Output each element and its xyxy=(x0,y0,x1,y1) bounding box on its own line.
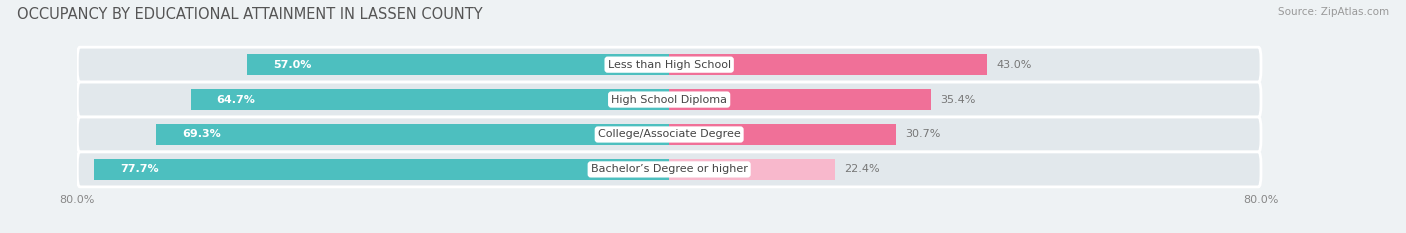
Text: 35.4%: 35.4% xyxy=(941,95,976,105)
FancyBboxPatch shape xyxy=(77,82,1261,117)
Text: 30.7%: 30.7% xyxy=(905,130,941,140)
Text: Bachelor’s Degree or higher: Bachelor’s Degree or higher xyxy=(591,164,748,175)
FancyBboxPatch shape xyxy=(77,47,1261,82)
Text: 77.7%: 77.7% xyxy=(121,164,159,175)
Bar xyxy=(669,54,987,75)
Bar xyxy=(669,159,835,180)
Bar xyxy=(94,159,669,180)
FancyBboxPatch shape xyxy=(77,117,1261,152)
Text: College/Associate Degree: College/Associate Degree xyxy=(598,130,741,140)
Text: 43.0%: 43.0% xyxy=(995,60,1032,70)
Text: 57.0%: 57.0% xyxy=(273,60,312,70)
Text: Less than High School: Less than High School xyxy=(607,60,731,70)
Bar xyxy=(669,89,931,110)
Text: 22.4%: 22.4% xyxy=(844,164,879,175)
Bar xyxy=(191,89,669,110)
Bar xyxy=(247,54,669,75)
Text: 69.3%: 69.3% xyxy=(183,130,221,140)
Text: 64.7%: 64.7% xyxy=(217,95,256,105)
Text: Source: ZipAtlas.com: Source: ZipAtlas.com xyxy=(1278,7,1389,17)
Bar xyxy=(156,124,669,145)
Bar xyxy=(669,124,896,145)
Text: High School Diploma: High School Diploma xyxy=(612,95,727,105)
Text: OCCUPANCY BY EDUCATIONAL ATTAINMENT IN LASSEN COUNTY: OCCUPANCY BY EDUCATIONAL ATTAINMENT IN L… xyxy=(17,7,482,22)
FancyBboxPatch shape xyxy=(77,152,1261,187)
